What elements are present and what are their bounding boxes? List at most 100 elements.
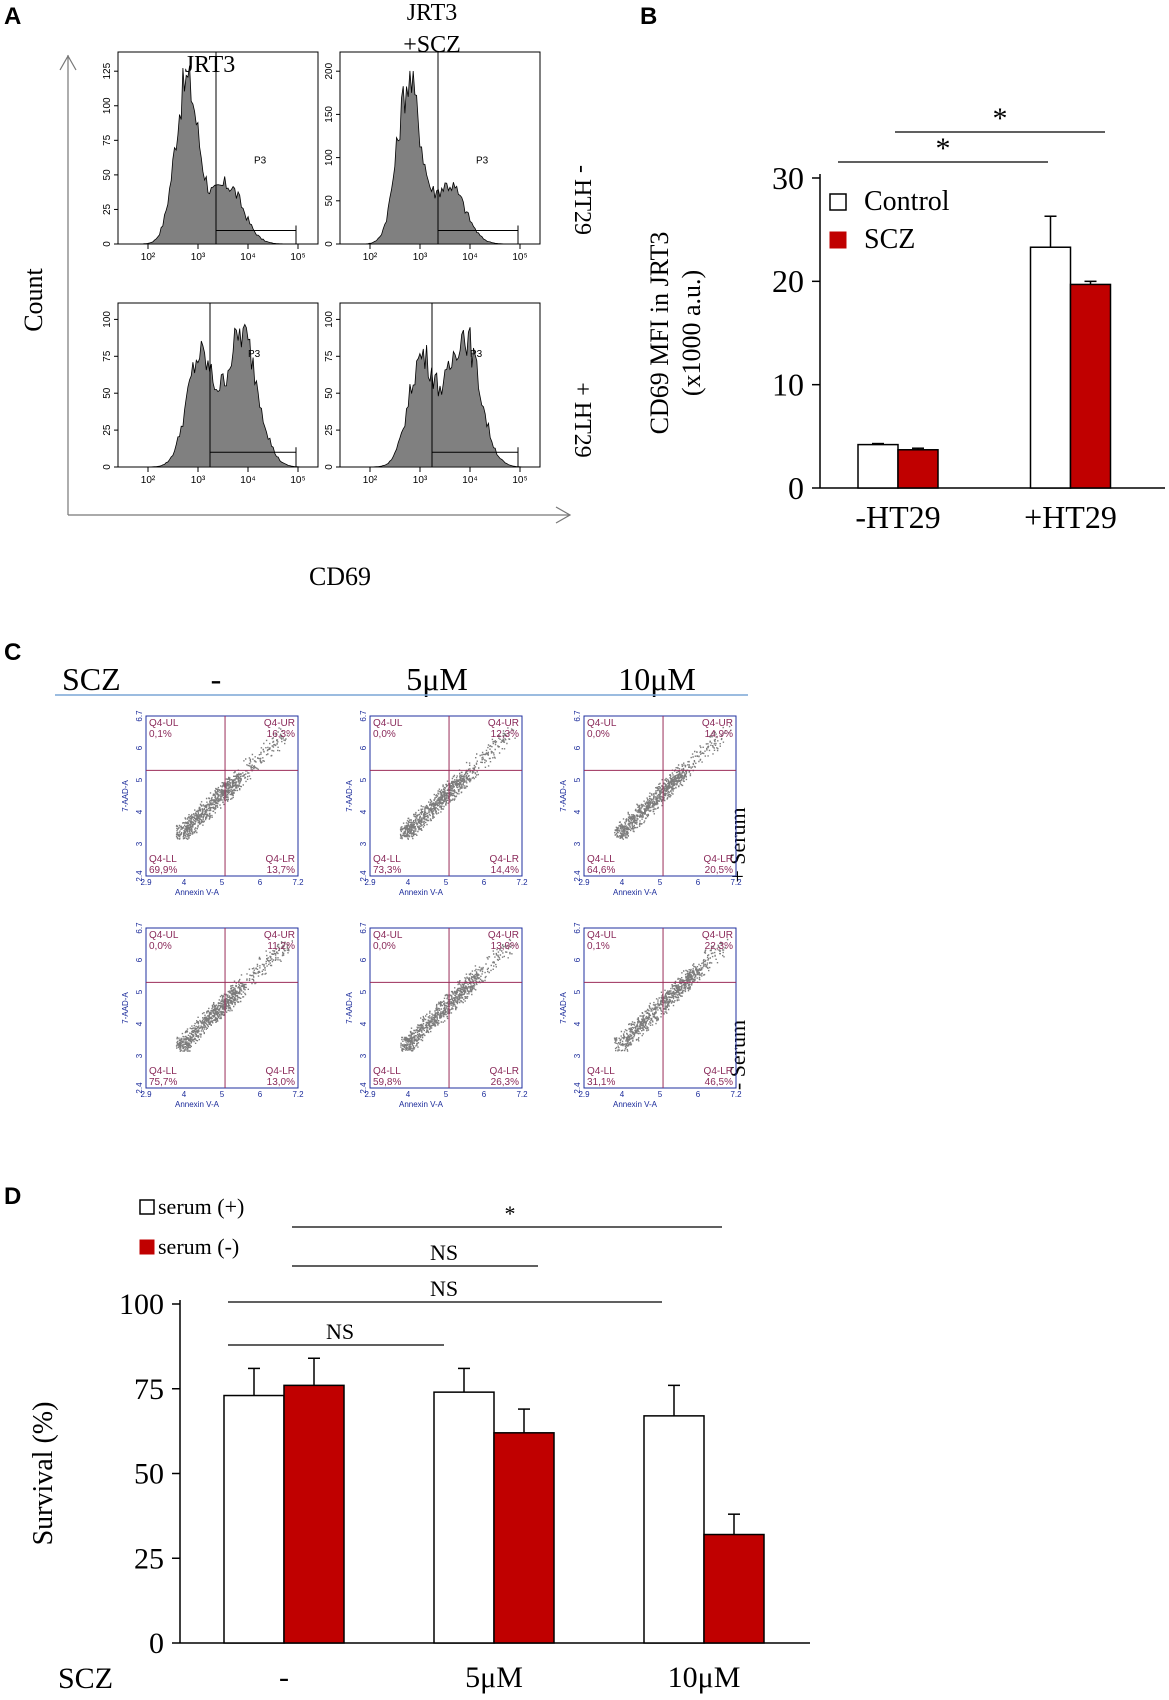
facs-ytick-label: 3 — [573, 1053, 582, 1058]
facs-xtick-label: 6 — [696, 1090, 701, 1099]
facs-xtick-label: 6 — [258, 878, 263, 887]
quadrant-ur-name: Q4-UR — [264, 930, 295, 941]
facs-xtick-label: 5 — [658, 878, 663, 887]
panel-c-cond-0: - — [211, 661, 222, 697]
y-tick-label: 0 — [788, 470, 804, 506]
facs-xtick-label: 6 — [258, 1090, 263, 1099]
quadrant-ul-name: Q4-UL — [587, 718, 617, 729]
facs-ytick-label: 6 — [573, 957, 582, 962]
facs-xtick-label: 4 — [620, 1090, 625, 1099]
y-tick-label: 30 — [772, 160, 804, 196]
facs-xtick-label: 4 — [406, 878, 411, 887]
histogram-xtick-label: 10⁴ — [462, 252, 477, 263]
facs-frame — [145, 715, 299, 877]
facs-x-axis-label: Annexin V-A — [613, 888, 658, 897]
quadrant-lr-name: Q4-LR — [490, 1066, 519, 1077]
bar-serum--2 — [703, 1533, 765, 1644]
significance-label: NS — [430, 1240, 458, 1265]
quadrant-ll-name: Q4-LL — [373, 1066, 401, 1077]
histogram-xtick-label: 10³ — [413, 252, 428, 263]
quadrant-ll-value: 64,6% — [587, 865, 615, 876]
quadrant-lr-name: Q4-LR — [704, 854, 733, 865]
panel-a: JRT3 JRT3 +SCZ - HT29 + HT29 Count CD69 … — [19, 0, 595, 591]
legend-label-control: Control — [864, 186, 950, 217]
category-axis-label: SCZ — [58, 1662, 113, 1695]
histogram-xtick-label: 10³ — [191, 475, 206, 486]
facs-events — [175, 727, 289, 840]
facs-ytick-label: 6.7 — [135, 710, 144, 722]
y-axis-label: CD69 MFI in JRT3 — [645, 232, 674, 435]
histogram-shape — [348, 327, 532, 468]
histogram-shape — [348, 70, 532, 245]
quadrant-lr-name: Q4-LR — [490, 854, 519, 865]
histogram-shape — [126, 65, 310, 245]
row-label-plus-serum: + Serum — [725, 807, 750, 882]
legend-swatch-scz — [829, 231, 847, 249]
facs-ytick-label: 4 — [359, 809, 368, 814]
quadrant-ll-name: Q4-LL — [149, 1066, 177, 1077]
facs-xtick-label: 2.9 — [578, 1090, 590, 1099]
panel-a-letter: A — [4, 3, 21, 30]
facs-ytick-label: 6 — [135, 745, 144, 750]
facs-events — [175, 940, 293, 1052]
facs-frame — [369, 715, 523, 877]
facs-ytick-label: 6.7 — [359, 922, 368, 934]
quadrant-ll-value: 69,9% — [149, 865, 177, 876]
col-label-jrt3-scz-2: +SCZ — [403, 32, 461, 58]
facs-xtick-label: 2.9 — [364, 878, 376, 887]
row-label-minus-ht29: - HT29 — [569, 165, 595, 235]
facs-ytick-label: 6 — [359, 745, 368, 750]
histogram-xtick-label: 10² — [363, 475, 378, 486]
histogram-ytick-label: 75 — [324, 350, 335, 362]
facs-ytick-label: 5 — [573, 777, 582, 782]
quadrant-ll-value: 75,7% — [149, 1077, 177, 1088]
facs-ytick-label: 3 — [135, 1053, 144, 1058]
quadrant-ll-name: Q4-LL — [587, 854, 615, 865]
quadrant-ur-name: Q4-UR — [264, 718, 295, 729]
quadrant-lr-name: Q4-LR — [266, 854, 295, 865]
histogram-ytick-label: 100 — [102, 97, 113, 114]
row-label-minus-serum: - Serum — [725, 1020, 750, 1090]
quadrant-lr-value: 20,5% — [705, 865, 733, 876]
quadrant-ur-value: 12,3% — [491, 729, 519, 740]
facs-ytick-label: 4 — [359, 1021, 368, 1026]
histogram-xtick-label: 10⁴ — [462, 475, 477, 486]
panel-a-y-arrowhead — [59, 54, 77, 71]
significance-star: * — [993, 102, 1008, 135]
facs-xtick-label: 4 — [620, 878, 625, 887]
quadrant-ul-value: 0,0% — [373, 941, 396, 952]
quadrant-ul-name: Q4-UL — [149, 930, 179, 941]
facs-xtick-label: 2.9 — [140, 1090, 152, 1099]
quadrant-ur-value: 22,3% — [705, 941, 733, 952]
histogram-ytick-label: 50 — [102, 387, 113, 399]
panel-d-letter: D — [4, 1183, 21, 1210]
quadrant-lr-value: 46,5% — [705, 1077, 733, 1088]
histogram-shape — [126, 323, 310, 468]
facs-xtick-label: 7.2 — [516, 878, 528, 887]
facs-y-axis-label: 7-AAD-A — [121, 780, 130, 812]
y-tick-label: 0 — [149, 1627, 164, 1660]
facs-xtick-label: 4 — [182, 878, 187, 887]
facs-ytick-label: 3 — [573, 841, 582, 846]
facs-xtick-label: 7.2 — [730, 1090, 742, 1099]
facs-events — [614, 725, 732, 840]
facs-x-axis-label: Annexin V-A — [399, 1100, 444, 1109]
quadrant-ul-name: Q4-UL — [149, 718, 179, 729]
facs-xtick-label: 7.2 — [516, 1090, 528, 1099]
histogram-ytick-label: 0 — [102, 241, 113, 247]
facs-events — [400, 938, 519, 1052]
bar-serum--2 — [643, 1415, 705, 1644]
histogram-ytick-label: 100 — [324, 311, 335, 328]
y-tick-label: 25 — [134, 1542, 164, 1575]
facs-ytick-label: 5 — [573, 989, 582, 994]
quadrant-lr-value: 13,7% — [267, 865, 295, 876]
panel-c-letter: C — [4, 639, 21, 666]
panel-a-x-arrowhead — [555, 506, 572, 524]
bar-serum--0 — [283, 1384, 345, 1644]
quadrant-ul-value: 0,0% — [587, 729, 610, 740]
bar-control-1 — [1029, 246, 1072, 489]
col-label-jrt3: JRT3 — [185, 52, 236, 78]
